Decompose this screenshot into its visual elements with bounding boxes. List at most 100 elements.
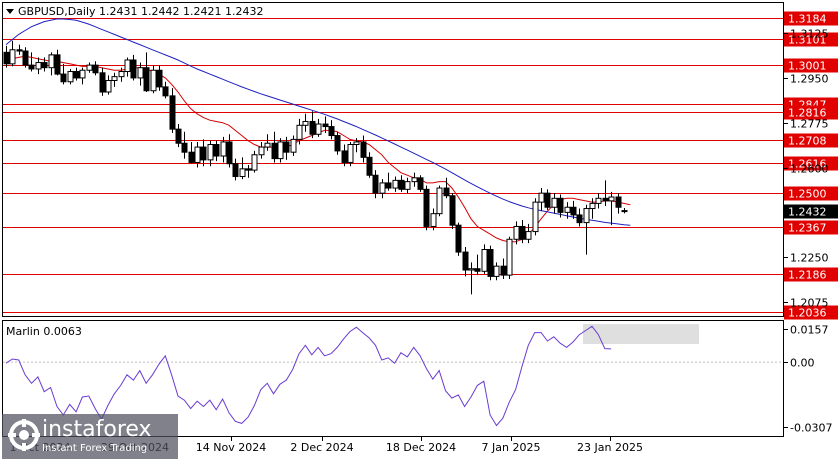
candle bbox=[296, 118, 303, 145]
candle bbox=[124, 57, 131, 77]
candle bbox=[290, 135, 297, 157]
candle-body bbox=[296, 124, 303, 140]
indicator-highlight-zone bbox=[583, 324, 699, 344]
candle bbox=[519, 220, 526, 244]
candle bbox=[411, 172, 418, 187]
candle-body bbox=[181, 142, 188, 153]
candle-body bbox=[589, 202, 596, 210]
candle bbox=[181, 131, 188, 159]
candle-body bbox=[226, 141, 233, 165]
candle bbox=[544, 189, 551, 210]
candle-body bbox=[169, 95, 176, 130]
candle bbox=[347, 141, 354, 167]
candle-body bbox=[271, 142, 278, 160]
level-label: 1.2500 bbox=[788, 188, 827, 201]
level-label-box bbox=[784, 105, 838, 120]
candle bbox=[328, 120, 335, 140]
candle bbox=[551, 193, 558, 214]
indicator-tick-label: 0.00 bbox=[790, 357, 815, 370]
candle bbox=[213, 140, 220, 162]
candle-body bbox=[118, 71, 125, 78]
price-tick-label: 1.3125 bbox=[790, 28, 829, 41]
candle bbox=[468, 262, 475, 295]
candle-body bbox=[532, 201, 539, 233]
candle bbox=[341, 144, 348, 167]
candle-body bbox=[232, 163, 239, 178]
candle bbox=[258, 141, 265, 159]
candle bbox=[105, 75, 112, 95]
level-label: 1.2708 bbox=[788, 135, 827, 148]
candle-body bbox=[360, 141, 367, 158]
level-label: 1.3101 bbox=[788, 34, 827, 47]
candle bbox=[430, 208, 437, 231]
candle-body bbox=[16, 49, 23, 52]
candle-body bbox=[86, 64, 93, 71]
level-label-box bbox=[784, 220, 838, 235]
indicator-title: Marlin 0.0063 bbox=[6, 325, 82, 338]
candle bbox=[481, 244, 488, 274]
candle-body bbox=[404, 181, 411, 190]
candle bbox=[232, 158, 239, 181]
candle bbox=[360, 135, 367, 163]
candle-body bbox=[264, 142, 271, 148]
candle bbox=[615, 193, 622, 214]
candle bbox=[92, 61, 99, 76]
candle-body bbox=[213, 144, 220, 157]
candle-body bbox=[570, 206, 577, 216]
candle-body bbox=[9, 49, 16, 65]
candle-body bbox=[544, 192, 551, 208]
candle bbox=[283, 136, 290, 160]
candle bbox=[538, 188, 545, 212]
candle-body bbox=[576, 214, 583, 224]
candle bbox=[16, 44, 23, 55]
candle-body bbox=[417, 177, 424, 190]
candle bbox=[398, 175, 405, 192]
watermark-name: instaforex bbox=[42, 417, 152, 442]
candle-body bbox=[392, 179, 399, 189]
level-label: 1.2367 bbox=[788, 222, 827, 235]
level-label: 1.2186 bbox=[788, 269, 827, 282]
candle-body bbox=[162, 86, 169, 97]
candle bbox=[277, 138, 284, 163]
candle-body bbox=[124, 59, 131, 73]
candle-body bbox=[506, 238, 513, 276]
candle-body bbox=[430, 213, 437, 227]
candle-body bbox=[35, 62, 42, 70]
candle bbox=[118, 67, 125, 82]
candle bbox=[443, 177, 450, 199]
candle bbox=[22, 47, 29, 68]
candle-body bbox=[500, 265, 507, 276]
candle bbox=[513, 221, 520, 245]
price-panel-border bbox=[2, 2, 784, 317]
candle bbox=[73, 67, 80, 81]
candle-body bbox=[487, 249, 494, 277]
candle-body bbox=[334, 135, 341, 152]
candle-body bbox=[277, 141, 284, 160]
candle bbox=[557, 194, 564, 218]
candle-body bbox=[73, 71, 80, 79]
candle bbox=[449, 193, 456, 230]
collapse-triangle-icon[interactable] bbox=[6, 9, 14, 14]
instaforex-watermark: instaforex Instant Forex Trading bbox=[2, 414, 178, 459]
candle-body bbox=[449, 195, 456, 226]
candle-body bbox=[564, 206, 571, 213]
candle bbox=[226, 134, 233, 168]
candle bbox=[264, 134, 271, 151]
candle-body bbox=[525, 231, 532, 240]
candle-body bbox=[538, 192, 545, 203]
level-label-box bbox=[784, 32, 838, 47]
candle-body bbox=[60, 73, 67, 83]
current-price-label: 1.2432 bbox=[788, 206, 827, 219]
candle-body bbox=[67, 71, 74, 83]
candle bbox=[194, 141, 201, 168]
candle bbox=[137, 62, 144, 86]
candle-body bbox=[3, 51, 10, 65]
candle-body bbox=[385, 182, 392, 189]
candle-body bbox=[436, 187, 443, 215]
candle-body bbox=[92, 64, 99, 74]
candle-body bbox=[258, 146, 265, 156]
candle bbox=[576, 208, 583, 227]
instaforex-logo-icon bbox=[8, 419, 40, 451]
candle bbox=[9, 40, 16, 67]
